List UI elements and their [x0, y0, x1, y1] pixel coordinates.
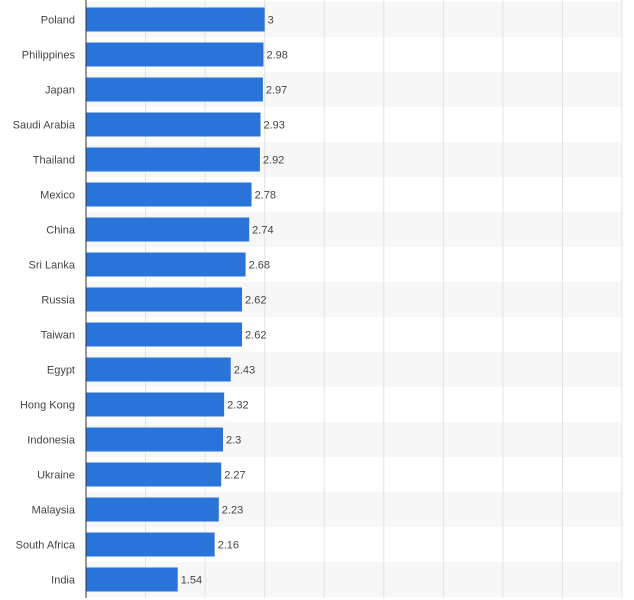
category-label: Indonesia [27, 435, 76, 447]
value-label: 1.54 [181, 575, 202, 587]
bar-japan [86, 77, 263, 102]
bar-malaysia [86, 497, 219, 522]
value-label: 2.3 [226, 435, 241, 447]
category-label: India [51, 575, 76, 587]
value-label: 2.97 [266, 85, 287, 97]
bar-philippines [86, 42, 264, 67]
value-label: 2.62 [245, 330, 266, 342]
category-label: Russia [41, 295, 76, 307]
value-label: 3 [268, 15, 274, 27]
bar-sri-lanka [86, 252, 246, 277]
category-label: Philippines [22, 50, 76, 62]
category-label: China [46, 225, 76, 237]
value-label: 2.23 [222, 505, 243, 517]
category-label: Sri Lanka [29, 260, 76, 272]
bar-thailand [86, 147, 260, 172]
bar-hong-kong [86, 392, 225, 417]
category-label: Japan [45, 85, 75, 97]
value-label: 2.74 [252, 225, 273, 237]
bar-mexico [86, 182, 252, 207]
category-label: Hong Kong [20, 400, 75, 412]
category-label: South Africa [16, 540, 76, 552]
bar-taiwan [86, 322, 243, 347]
bar-china [86, 217, 250, 242]
value-labels: 3 2.98 2.97 2.93 2.92 2.78 2.74 2.68 2.62 2.62 2.4… [181, 15, 288, 587]
category-label: Taiwan [41, 330, 75, 342]
bar-south-africa [86, 532, 215, 557]
bar-poland [86, 7, 265, 32]
value-label: 2.68 [249, 260, 270, 272]
bar-saudi-arabia [86, 112, 261, 137]
value-label: 2.78 [255, 190, 276, 202]
value-label: 2.92 [263, 155, 284, 167]
value-label: 2.27 [224, 470, 245, 482]
category-label: Thailand [33, 155, 75, 167]
bars [86, 7, 265, 592]
category-label: Mexico [40, 190, 75, 202]
bar-ukraine [86, 462, 222, 487]
value-label: 2.62 [245, 295, 266, 307]
category-label: Malaysia [32, 505, 76, 517]
category-label: Egypt [47, 365, 75, 377]
category-labels: Poland Philippines Japan Saudi Arabia Thaila… [13, 15, 76, 587]
value-label: 2.32 [227, 400, 248, 412]
value-label: 2.43 [234, 365, 255, 377]
value-label: 2.93 [263, 120, 284, 132]
bar-india [86, 567, 178, 592]
bar-egypt [86, 357, 231, 382]
bar-indonesia [86, 427, 223, 452]
category-label: Ukraine [37, 470, 75, 482]
category-label: Saudi Arabia [13, 120, 76, 132]
value-label: 2.16 [218, 540, 239, 552]
bar-russia [86, 287, 243, 312]
value-label: 2.98 [266, 50, 287, 62]
category-label: Poland [41, 15, 75, 27]
